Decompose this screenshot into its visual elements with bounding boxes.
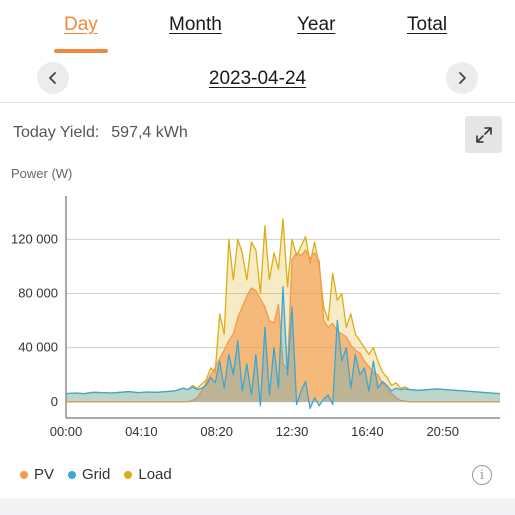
active-tab-indicator — [54, 49, 108, 53]
series-line-grid — [65, 286, 501, 410]
yield-value: 597,4 kWh — [111, 124, 188, 141]
legend-label-pv: PV — [34, 466, 55, 483]
legend-dot-pv — [20, 470, 28, 479]
y-tick-label: 40 000 — [18, 340, 58, 355]
y-tick-label: 80 000 — [18, 285, 58, 300]
x-tick-label: 08:20 — [200, 424, 233, 439]
power-chart: 0 40 000 80 000 120 000 00:00 04:10 08:20 12:30… — [11, 196, 501, 439]
tab-month[interactable]: Month — [169, 14, 222, 35]
date-label-wrapper: 2023-04-24 — [0, 68, 515, 90]
tab-day[interactable]: Day — [64, 14, 98, 35]
yield-label: Today Yield: — [13, 124, 100, 141]
chevron-right-icon — [459, 72, 466, 84]
x-tick-label: 00:00 — [50, 424, 83, 439]
expand-chart-button[interactable] — [465, 116, 502, 153]
info-icon[interactable]: i — [472, 465, 492, 485]
legend-dot-load — [124, 470, 133, 479]
legend-dot-grid — [68, 470, 77, 479]
y-tick-label: 0 — [51, 394, 58, 409]
x-tick-label: 12:30 — [276, 424, 309, 439]
legend-label-grid: Grid — [82, 466, 111, 483]
tab-total[interactable]: Total — [407, 14, 448, 35]
series-area-pv — [66, 250, 500, 402]
series-area-load — [66, 219, 500, 402]
selected-date[interactable]: 2023-04-24 — [208, 68, 307, 89]
legend-item-grid[interactable]: Grid — [68, 466, 110, 483]
x-tick-label: 04:10 — [125, 424, 158, 439]
previous-date-button[interactable] — [37, 62, 69, 94]
x-tick-label: 16:40 — [351, 424, 384, 439]
chart-legend: PV Grid Load — [20, 466, 172, 483]
chevron-left-icon — [49, 72, 56, 84]
y-axis-title: Power (W) — [11, 166, 73, 181]
date-navigator: 2023-04-24 — [0, 60, 515, 98]
legend-label-load: Load — [138, 466, 172, 483]
today-yield: Today Yield: 597,4 kWh — [13, 124, 188, 142]
period-tabs: Day Month Year Total — [0, 0, 515, 56]
legend-item-pv[interactable]: PV — [20, 466, 54, 483]
next-date-button[interactable] — [446, 62, 478, 94]
y-tick-label: 120 000 — [11, 231, 58, 246]
bottom-bar — [0, 498, 515, 515]
series-area-grid — [66, 286, 500, 409]
tab-year[interactable]: Year — [297, 14, 336, 35]
x-tick-label: 20:50 — [426, 424, 459, 439]
expand-icon — [475, 126, 492, 143]
legend-item-load[interactable]: Load — [124, 466, 172, 483]
header-divider — [0, 102, 515, 103]
